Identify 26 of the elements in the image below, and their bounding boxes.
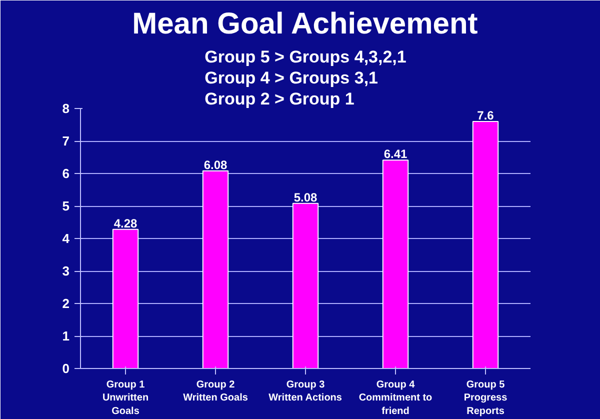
y-tick-label: 6 bbox=[62, 166, 70, 181]
bar bbox=[382, 160, 409, 368]
bar bbox=[112, 228, 139, 368]
x-tick-label: Group 2 Written Goals bbox=[183, 380, 248, 404]
x-tick-label: Group 1 Unwritten Goals bbox=[102, 380, 149, 417]
y-tick-label: 3 bbox=[62, 264, 70, 278]
data-label: 6.08 bbox=[204, 158, 228, 172]
y-tick-label: 8 bbox=[62, 101, 70, 116]
y-tick-label: 5 bbox=[62, 198, 70, 214]
x-tick-label: Group 3 Written Actions bbox=[268, 380, 342, 404]
y-tick-label: 1 bbox=[62, 328, 70, 344]
y-tick-label: 0 bbox=[62, 361, 70, 376]
bar bbox=[292, 202, 319, 368]
x-tick-label: Group 5 Progress Reports bbox=[464, 380, 508, 417]
y-tick-label: 7 bbox=[62, 134, 70, 148]
data-label: 4.28 bbox=[114, 216, 138, 230]
y-tick-label: 4 bbox=[62, 231, 70, 246]
data-label: 6.41 bbox=[384, 147, 408, 162]
bar bbox=[472, 121, 499, 368]
data-label: 5.08 bbox=[294, 190, 318, 204]
chart-title: Mean Goal Achievement bbox=[132, 8, 478, 40]
y-tick-label: 2 bbox=[62, 296, 70, 311]
bar bbox=[202, 170, 229, 368]
chart-subtitle: Group 5 > Groups 4,3,2,1 Group 4 > Groups 3,1 Group 2 > Group 1 bbox=[204, 48, 406, 108]
data-label: 7.6 bbox=[477, 108, 494, 122]
x-tick-label: Group 4 Commitment to friend bbox=[358, 380, 432, 417]
